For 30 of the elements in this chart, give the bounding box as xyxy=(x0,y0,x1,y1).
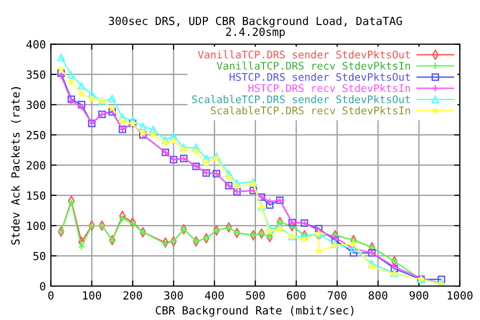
chart-title: 300sec DRS, UDP CBR Background Load, DataTAG xyxy=(108,16,402,28)
legend-label: VanillaTCP.DRS sender StdevPktsOut xyxy=(198,50,410,59)
y-tick-label: 400 xyxy=(26,40,46,49)
y-axis-title: Stdev Ack Packets (rate) xyxy=(11,87,21,245)
x-tick-label: 600 xyxy=(286,291,306,300)
x-tick-label: 500 xyxy=(246,291,265,300)
chart-subtitle: 2.4.20smp xyxy=(226,28,285,38)
x-tick-label: 100 xyxy=(83,291,102,300)
x-tick-label: 700 xyxy=(328,291,346,300)
y-tick-label: 350 xyxy=(26,70,46,79)
x-tick-label: 400 xyxy=(204,291,224,300)
y-tick-label: 50 xyxy=(33,252,46,260)
y-tick-label: 300 xyxy=(26,100,46,110)
y-tick-label: 100 xyxy=(27,222,46,230)
legend-label: VanillaTCP.DRS recv StdevPktsIn xyxy=(216,62,410,70)
y-tick-label: 0 xyxy=(40,282,46,290)
legend-label: HSTCP.DRS sender StdevPktsOut xyxy=(230,72,410,81)
y-tick-label: 250 xyxy=(26,130,46,140)
y-tick-label: 150 xyxy=(27,191,46,200)
x-tick-label: 900 xyxy=(410,291,428,300)
legend-label: ScalableTCP.DRS sender StdevPktsOut xyxy=(192,95,410,104)
x-tick-label: 800 xyxy=(368,291,388,300)
x-tick-label: 200 xyxy=(123,291,142,300)
x-tick-label: 300 xyxy=(164,291,183,300)
y-tick-label: 200 xyxy=(26,161,46,170)
x-tick-label: 1000 xyxy=(448,291,472,300)
x-tick-label: 0 xyxy=(48,291,54,300)
legend-label: ScalableTCP.DRS recv StdevPktsIn xyxy=(210,106,410,114)
legend-label: HSTCP.DRS recv StdevPktsIn xyxy=(248,84,410,92)
x-axis-title: CBR Background Rate (mbit/sec) xyxy=(156,306,354,317)
